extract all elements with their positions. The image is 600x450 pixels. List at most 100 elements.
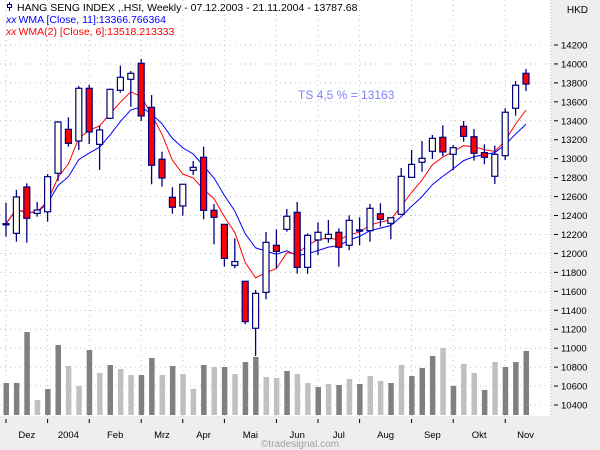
candle bbox=[23, 183, 31, 243]
candle-body-up bbox=[75, 87, 83, 142]
volume-bars bbox=[3, 332, 529, 415]
volume-bar bbox=[55, 345, 61, 415]
candle bbox=[408, 149, 416, 178]
y-tick-label: 12600 bbox=[561, 192, 587, 203]
candle bbox=[2, 202, 10, 237]
candle-body-up bbox=[324, 233, 332, 240]
candlestick-icon bbox=[6, 2, 13, 11]
candle bbox=[511, 81, 520, 116]
candle bbox=[324, 219, 332, 243]
volume-bar bbox=[367, 376, 373, 415]
candle-body-down bbox=[376, 213, 384, 220]
y-tick-label: 11600 bbox=[561, 287, 587, 298]
y-tick-label: 11800 bbox=[561, 268, 587, 279]
x-tick-label: Aug bbox=[377, 430, 394, 441]
candle bbox=[387, 217, 395, 240]
x-tick-label: Jul bbox=[333, 430, 345, 441]
candle bbox=[179, 183, 187, 216]
candle bbox=[345, 215, 353, 251]
candle bbox=[335, 228, 343, 267]
candle bbox=[158, 151, 166, 187]
header-ma6: xx WMA(2) [Close, 6]:13518.213333 bbox=[6, 26, 174, 38]
candle-body-up bbox=[397, 175, 405, 215]
volume-bar bbox=[3, 383, 9, 415]
candle-body-down bbox=[168, 196, 176, 208]
candle-body-up bbox=[314, 231, 322, 241]
volume-bar bbox=[450, 386, 457, 415]
candle bbox=[95, 126, 104, 170]
y-tick-label: 10600 bbox=[561, 382, 587, 393]
candle bbox=[418, 140, 426, 172]
candle bbox=[272, 229, 280, 269]
volume-bar bbox=[273, 378, 280, 415]
volume-bar bbox=[513, 362, 519, 415]
y-tick-label: 14200 bbox=[561, 41, 587, 52]
volume-bar bbox=[117, 369, 124, 415]
y-tick-label: 13800 bbox=[561, 78, 587, 89]
volume-bar bbox=[97, 373, 103, 415]
price-axis: 14200 14000 13800 13600 13400 13200 13000 12800… bbox=[554, 41, 587, 412]
price-axis-panel bbox=[551, 0, 600, 450]
candle bbox=[501, 108, 509, 161]
volume-bar bbox=[45, 389, 51, 415]
candle-body-up bbox=[408, 163, 416, 178]
candle bbox=[116, 65, 125, 93]
candle-body-up bbox=[2, 223, 10, 226]
ma11-label: WMA [Close, 11]:13366.766364 bbox=[18, 14, 166, 26]
candle-body-up bbox=[231, 260, 239, 266]
volume-bar bbox=[346, 379, 353, 415]
candle-body-up bbox=[12, 196, 20, 234]
candle-body-down bbox=[470, 136, 478, 154]
candle-body-down bbox=[522, 72, 530, 85]
candle-body-up bbox=[283, 215, 291, 230]
candle bbox=[189, 161, 197, 175]
candle-body-up bbox=[179, 183, 187, 207]
candle-body-down bbox=[439, 136, 447, 153]
candle bbox=[106, 88, 114, 119]
candle bbox=[366, 203, 374, 242]
candle bbox=[480, 144, 488, 165]
candle-body-up bbox=[95, 129, 104, 145]
candle bbox=[304, 233, 312, 274]
volume-bar bbox=[325, 384, 332, 415]
candle bbox=[210, 203, 218, 245]
candle-body-up bbox=[127, 72, 135, 80]
x-tick-label: Dez bbox=[18, 430, 35, 441]
header-main: HANG SENG INDEX ,.HSI, Weekly - 07.12.20… bbox=[6, 2, 357, 14]
candle bbox=[85, 84, 93, 144]
candle bbox=[33, 201, 41, 217]
time-axis: Dez 2004 Feb Mrz Apr Mai Jun Jul Aug Sep Okt Nov bbox=[5, 419, 534, 441]
candle bbox=[491, 145, 499, 184]
candle-body-down bbox=[64, 128, 73, 144]
volume-bar bbox=[24, 332, 30, 415]
x-tick-label: Sep bbox=[424, 430, 441, 441]
candle-body-up bbox=[345, 219, 353, 246]
y-tick-label: 10800 bbox=[561, 363, 587, 374]
y-tick-label: 14000 bbox=[561, 59, 587, 70]
candle-body-up bbox=[387, 217, 395, 224]
ma6-label: WMA(2) [Close, 6]:13518.213333 bbox=[18, 26, 175, 38]
x-tick-label: Jun bbox=[290, 430, 305, 441]
candle bbox=[439, 125, 447, 157]
candle bbox=[428, 135, 436, 159]
y-tick-label: 12200 bbox=[561, 230, 587, 241]
footer-copyright: ©tradesignal.com bbox=[261, 439, 339, 450]
candle bbox=[397, 167, 405, 215]
candle bbox=[220, 223, 228, 267]
candle-body-up bbox=[54, 121, 62, 174]
volume-bar bbox=[201, 365, 207, 415]
candle-body-down bbox=[480, 152, 488, 158]
candle bbox=[12, 189, 20, 242]
candle-body-down bbox=[200, 156, 208, 211]
volume-bar bbox=[263, 377, 269, 415]
volume-bar bbox=[492, 362, 498, 415]
candle bbox=[314, 222, 322, 256]
candle-body-up bbox=[33, 209, 41, 214]
candle-body-up bbox=[418, 157, 426, 163]
y-tick-label: 11400 bbox=[561, 306, 587, 317]
candle bbox=[262, 232, 270, 300]
candle-body-down bbox=[158, 158, 166, 179]
y-tick-label: 10400 bbox=[561, 401, 587, 412]
candle bbox=[522, 68, 530, 92]
